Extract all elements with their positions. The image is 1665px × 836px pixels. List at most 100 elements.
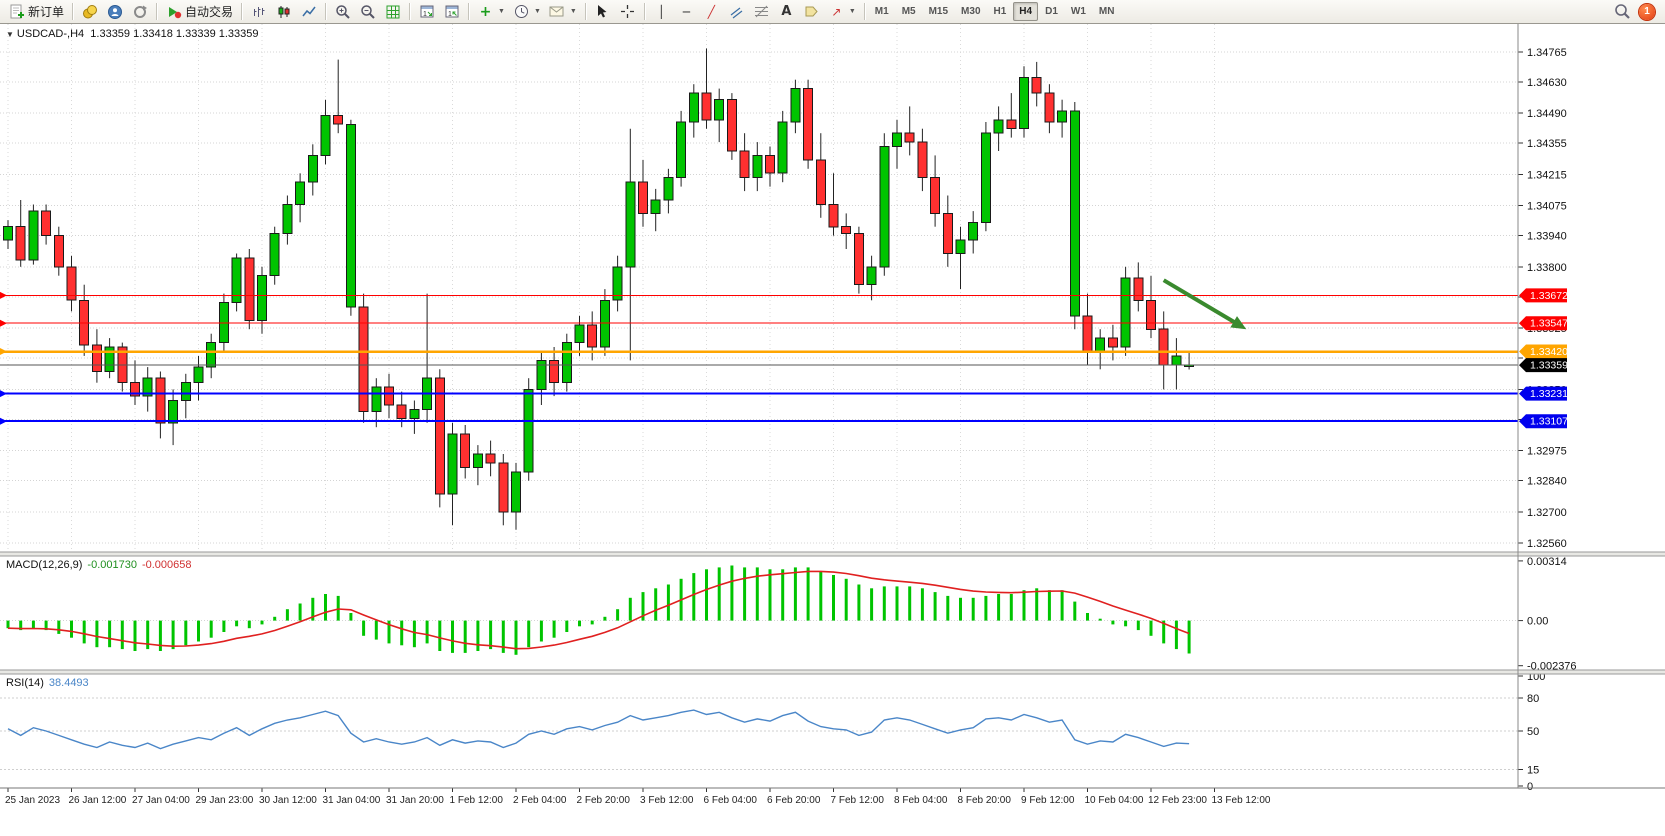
timeframe-button-h4[interactable]: H4	[1013, 2, 1039, 21]
coins-icon	[81, 3, 98, 20]
text-tool-button[interactable]: A	[774, 1, 799, 23]
timeframe-button-d1[interactable]: D1	[1045, 6, 1058, 17]
candle	[904, 132, 915, 143]
timeframe-button-m5[interactable]: M5	[901, 6, 916, 17]
chart-title: ▼ USDCAD-,H4 1.33359 1.33418 1.33339 1.33…	[6, 28, 259, 40]
auto-trading-button[interactable]: 自动交易	[161, 1, 237, 23]
chart-canvas[interactable]: 1.34765 1.34630 1.34490 1.34355 1.34215 1.340…	[0, 24, 1665, 817]
zoom-out-button[interactable]	[355, 1, 380, 23]
candlestick-chart-button[interactable]	[271, 1, 296, 23]
vertical-line-tool-button[interactable]: │	[649, 1, 674, 23]
trendline-tool-button[interactable]: ╱	[699, 1, 724, 23]
profile-button[interactable]	[102, 1, 127, 23]
separator	[584, 3, 586, 20]
timeframe-button-m15[interactable]: M15	[928, 6, 949, 17]
timeframe-button-m30[interactable]: M30	[961, 6, 981, 17]
chart-collapse-icon[interactable]: ▼	[6, 30, 14, 39]
zoom-in-button[interactable]	[330, 1, 355, 23]
dropdown-caret-icon: ▼	[533, 8, 541, 15]
line-chart-button[interactable]	[296, 1, 321, 23]
candle	[168, 400, 179, 424]
arrange-chart-button-2[interactable]: 1	[439, 1, 464, 23]
chart-area[interactable]: 1.34765 1.34630 1.34490 1.34355 1.34215 1.340…	[0, 24, 1665, 812]
svg-text:1.33359: 1.33359	[1530, 360, 1568, 372]
new-order-button[interactable]: 新订单	[4, 1, 68, 23]
separator	[863, 3, 865, 20]
svg-text:1.33800: 1.33800	[1527, 262, 1567, 274]
candle	[790, 88, 801, 123]
svg-text:1: 1	[423, 11, 427, 18]
tile-windows-button[interactable]	[380, 1, 405, 23]
candle	[1146, 299, 1156, 330]
candle	[815, 159, 826, 205]
dropdown-caret-icon: ▼	[569, 8, 577, 15]
candle	[688, 92, 699, 123]
notification-badge[interactable]: 1	[1639, 3, 1655, 20]
period-selector-button[interactable]: ▼	[509, 1, 545, 23]
candle	[980, 132, 991, 223]
candle	[472, 453, 483, 468]
refresh-button[interactable]	[127, 1, 152, 23]
candle	[739, 150, 750, 179]
candle	[218, 302, 229, 344]
candle	[714, 99, 725, 121]
candle	[3, 226, 13, 241]
candle	[993, 119, 1004, 134]
coins-button[interactable]	[77, 1, 102, 23]
svg-text:1 Feb 12:00: 1 Feb 12:00	[450, 795, 504, 806]
bar-chart-button[interactable]	[246, 1, 271, 23]
candle	[866, 266, 877, 286]
svg-text:50: 50	[1527, 726, 1539, 738]
main-toolbar: 新订单 自动交易 1 1 + ▼ ▼ ▼ │ ─ ╱ A	[0, 0, 1665, 24]
svg-text:1.33420: 1.33420	[1530, 346, 1568, 358]
candle	[803, 88, 814, 161]
horizontal-line-tool-button[interactable]: ─	[674, 1, 699, 23]
template-icon	[549, 3, 566, 20]
separator	[72, 3, 74, 20]
price-badge	[1519, 344, 1567, 359]
label-tag-icon	[803, 3, 820, 20]
separator	[325, 3, 327, 20]
candle	[663, 177, 674, 201]
cursor-button[interactable]	[590, 1, 615, 23]
channel-tool-button[interactable]	[724, 1, 749, 23]
candle	[917, 141, 928, 179]
candle	[1120, 277, 1131, 348]
svg-text:1.33940: 1.33940	[1527, 231, 1567, 243]
svg-text:1.34075: 1.34075	[1527, 201, 1567, 213]
search-icon[interactable]	[1614, 3, 1631, 20]
svg-text:1.33107: 1.33107	[1530, 416, 1568, 428]
svg-text:1.34630: 1.34630	[1527, 77, 1567, 89]
timeframe-button-mn[interactable]: MN	[1098, 6, 1115, 17]
timeframe-button-w1[interactable]: W1	[1070, 6, 1086, 17]
price-badge	[1519, 414, 1567, 429]
candle	[549, 359, 560, 384]
candle	[1082, 315, 1093, 352]
new-order-icon	[8, 3, 25, 20]
arrange-chart-icon-down: 1	[418, 3, 435, 20]
zoom-out-icon	[359, 3, 376, 20]
add-indicator-button[interactable]: + ▼	[473, 1, 509, 23]
horizontal-lines	[0, 291, 1518, 425]
candle	[942, 212, 953, 254]
fibonacci-tool-button[interactable]	[749, 1, 774, 23]
candle	[434, 377, 445, 495]
svg-text:1.33231: 1.33231	[1530, 388, 1568, 400]
arrange-chart-button-1[interactable]: 1	[414, 1, 439, 23]
arrows-tool-button[interactable]: ↗ ▼	[824, 1, 860, 23]
refresh-icon	[131, 3, 148, 20]
candle	[358, 306, 369, 413]
crosshair-button[interactable]	[615, 1, 640, 23]
crosshair-icon	[619, 3, 636, 20]
candle	[180, 382, 191, 402]
macd-label: MACD(12,26,9) -0.001730 -0.000658	[6, 559, 192, 571]
template-button[interactable]: ▼	[545, 1, 581, 23]
rsi-line	[7, 709, 1190, 750]
timeframe-button-h1[interactable]: H1	[993, 6, 1007, 17]
candle	[955, 239, 966, 255]
label-tool-button[interactable]	[799, 1, 824, 23]
timeframe-button-m1[interactable]: M1	[874, 6, 889, 17]
candle	[295, 181, 306, 205]
svg-text:27 Jan 04:00: 27 Jan 04:00	[132, 795, 190, 806]
